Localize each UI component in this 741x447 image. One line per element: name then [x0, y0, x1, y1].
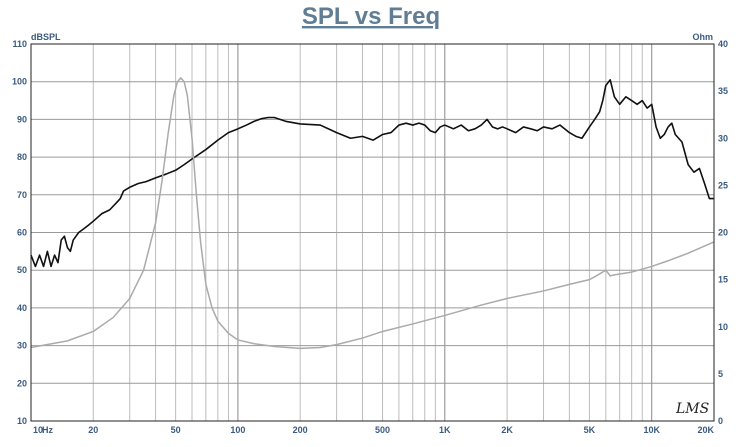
x-tick-label: 10K — [643, 425, 660, 435]
y-left-tick-label: 110 — [12, 39, 27, 49]
tick-labels: 10 20 30 40 50 60 70 80 90 100 110 0 5 10 15 20 25 30 35 40… — [12, 39, 728, 435]
chart-title: SPL vs Freq — [302, 3, 440, 30]
y-right-tick-label: 10 — [718, 322, 728, 332]
lms-logo: LMS — [675, 401, 709, 417]
y-right-tick-label: 5 — [718, 369, 723, 379]
y-right-tick-label: 35 — [718, 86, 728, 96]
x-tick-label: 100 — [230, 425, 245, 435]
y-left-tick-label: 10 — [17, 416, 27, 426]
y-right-tick-label: 25 — [718, 180, 728, 190]
x-tick-label: 5K — [584, 425, 596, 435]
x-tick-label: 10 — [33, 425, 43, 435]
y-left-tick-label: 70 — [17, 190, 27, 200]
right-axis-unit-label: Ohm — [692, 32, 713, 42]
plot-frame — [30, 43, 715, 422]
x-tick-label: 500 — [375, 425, 390, 435]
x-tick-label: 200 — [293, 425, 308, 435]
y-left-tick-label: 20 — [17, 378, 27, 388]
x-tick-label: 50 — [171, 425, 181, 435]
x-unit-label: Hz — [42, 425, 53, 435]
grid — [31, 44, 714, 421]
x-tick-label: 20 — [88, 425, 98, 435]
y-right-tick-label: 30 — [718, 133, 728, 143]
impedance-curve — [30, 77, 715, 350]
y-left-tick-label: 50 — [17, 265, 27, 275]
y-right-tick-label: 0 — [718, 416, 723, 426]
y-left-tick-label: 100 — [12, 77, 27, 87]
y-left-tick-label: 30 — [17, 341, 27, 351]
y-left-tick-label: 60 — [17, 228, 27, 238]
y-left-tick-label: 40 — [17, 303, 27, 313]
x-tick-label: 2K — [501, 425, 513, 435]
y-left-tick-label: 90 — [17, 114, 27, 124]
y-left-tick-label: 80 — [17, 152, 27, 162]
y-right-tick-label: 40 — [718, 39, 728, 49]
left-axis-unit-label: dBSPL — [31, 32, 61, 42]
plot-area — [30, 77, 715, 350]
x-tick-label: 1K — [439, 425, 451, 435]
y-right-tick-label: 15 — [718, 275, 728, 285]
x-tick-label: 20K — [697, 425, 714, 435]
y-right-tick-label: 20 — [718, 228, 728, 238]
spl-curve — [30, 79, 714, 268]
